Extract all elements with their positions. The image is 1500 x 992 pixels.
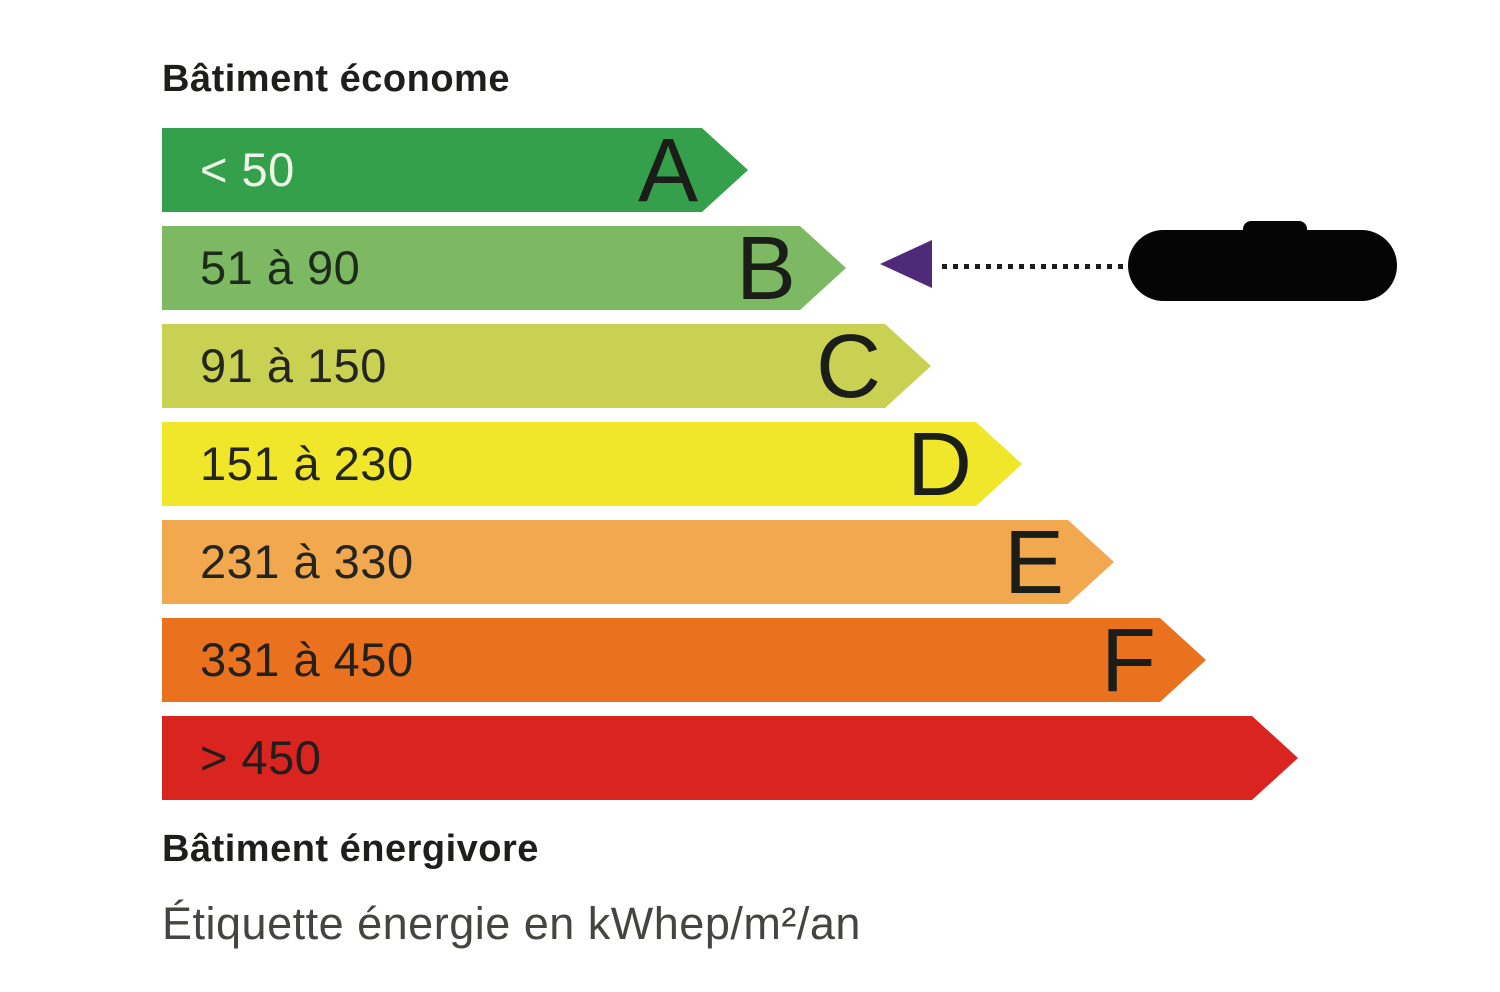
scale-top-label: Bâtiment économe (162, 58, 510, 100)
energy-bar-e: 231 à 330 E (162, 520, 1114, 604)
range-label: 331 à 450 (200, 633, 414, 686)
rating-pointer-arrow-icon (880, 240, 932, 288)
dotted-connector-line (942, 264, 1128, 269)
energy-bar-g: > 450 (162, 716, 1298, 800)
range-label: 231 à 330 (200, 535, 414, 588)
energy-bar-b: 51 à 90 B (162, 226, 846, 310)
class-letter: A (637, 121, 698, 221)
redacted-value-bump (1243, 221, 1307, 243)
scale-bottom-label: Bâtiment énergivore (162, 828, 539, 870)
range-label: > 450 (200, 731, 322, 784)
class-letter: D (907, 415, 972, 515)
class-letter: E (1003, 513, 1064, 613)
range-label: 51 à 90 (200, 241, 361, 294)
class-letter: C (816, 317, 881, 417)
energy-bar-f: 331 à 450 F (162, 618, 1206, 702)
energy-bar-d: 151 à 230 D (162, 422, 1022, 506)
range-label: < 50 (200, 143, 295, 196)
range-label: 151 à 230 (200, 437, 414, 490)
energy-bar-c: 91 à 150 C (162, 324, 931, 408)
range-label: 91 à 150 (200, 339, 387, 392)
energy-bar-a: < 50 A (162, 128, 748, 212)
chart-caption: Étiquette énergie en kWhep/m²/an (162, 898, 861, 949)
class-letter: B (735, 219, 796, 319)
class-letter: F (1101, 611, 1156, 711)
